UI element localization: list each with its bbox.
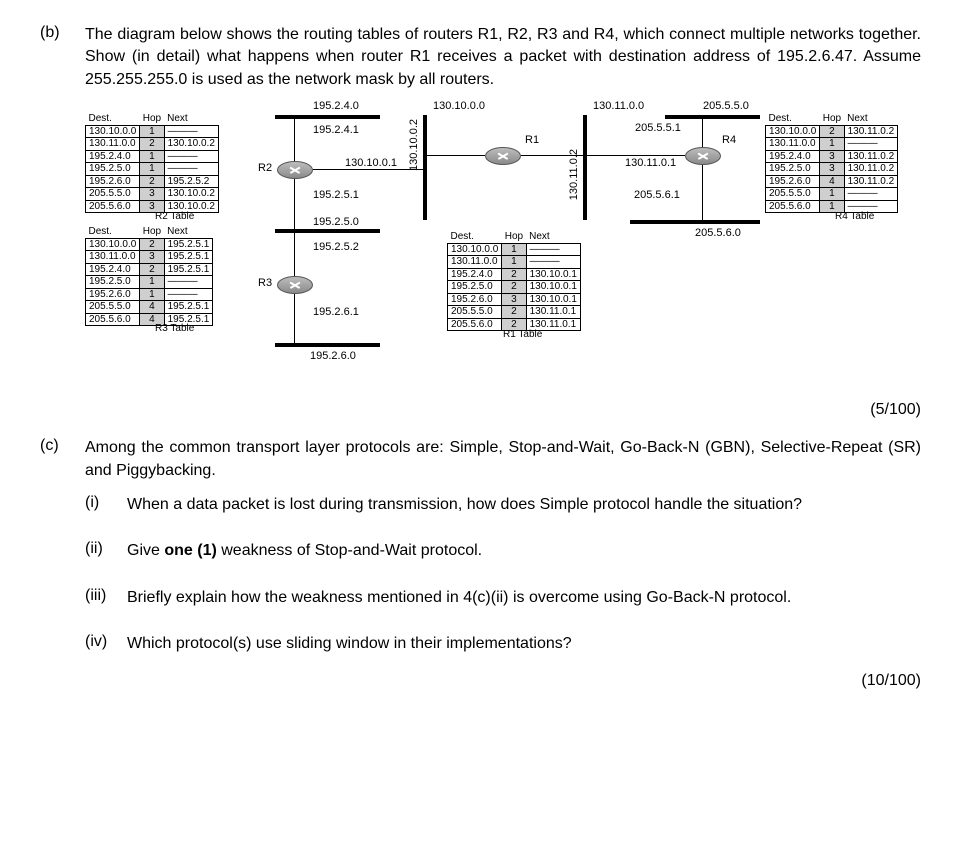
r2-table-caption: R2 Table	[155, 211, 194, 222]
net-label: 205.5.5.0	[703, 100, 749, 112]
sub-label-i: (i)	[85, 494, 127, 522]
iface-label: 130.10.0.1	[345, 157, 397, 169]
question-b-text: The diagram below shows the routing tabl…	[85, 24, 921, 91]
net-label: 195.2.5.0	[313, 216, 359, 228]
routing-table-r1: Dest.HopNext130.10.0.01———130.11.0.01———…	[447, 231, 581, 331]
r1-table-caption: R1 Table	[503, 329, 542, 340]
routing-table-r3: Dest.HopNext130.10.0.02195.2.5.1130.11.0…	[85, 226, 213, 326]
net-label-vert: 130.11.0.2	[568, 149, 580, 200]
router-r2-icon	[277, 161, 313, 179]
part-label-c: (c)	[40, 437, 85, 707]
router-r1-label: R1	[525, 134, 539, 146]
router-r1-icon	[485, 147, 521, 165]
iface-label: 205.5.6.1	[634, 189, 680, 201]
sub-label-iii: (iii)	[85, 587, 127, 615]
question-c-iv: Which protocol(s) use sliding window in …	[127, 633, 921, 655]
part-label-b: (b)	[40, 24, 85, 437]
question-c-ii: Give one (1) weakness of Stop-and-Wait p…	[127, 540, 921, 562]
iface-label: 205.5.5.1	[635, 122, 681, 134]
net-label: 195.2.4.0	[313, 100, 359, 112]
c-ii-pre: Give	[127, 542, 164, 559]
r4-table-caption: R4 Table	[835, 211, 874, 222]
routing-diagram: Dest.HopNext130.10.0.01———130.11.0.02130…	[85, 101, 921, 391]
iface-label: 195.2.4.1	[313, 124, 359, 136]
net-label: 130.10.0.0	[433, 100, 485, 112]
iface-label: 130.11.0.1	[625, 157, 676, 169]
sub-label-ii: (ii)	[85, 540, 127, 568]
routing-table-r2: Dest.HopNext130.10.0.01———130.11.0.02130…	[85, 113, 219, 213]
question-b: (b) The diagram below shows the routing …	[40, 24, 921, 437]
iface-label: 195.2.5.1	[313, 189, 359, 201]
net-label-vert: 130.10.0.2	[408, 119, 420, 171]
routing-table-r4: Dest.HopNext130.10.0.02130.11.0.2130.11.…	[765, 113, 898, 213]
net-label: 130.11.0.0	[593, 100, 644, 112]
net-label: 205.5.6.0	[695, 227, 741, 239]
c-ii-bold: one (1)	[164, 542, 216, 559]
router-r4-label: R4	[722, 134, 736, 146]
question-c-i: When a data packet is lost during transm…	[127, 494, 921, 516]
sub-label-iv: (iv)	[85, 633, 127, 661]
marks-b: (5/100)	[85, 401, 921, 419]
iface-label: 195.2.6.1	[313, 306, 359, 318]
question-c-iii: Briefly explain how the weakness mention…	[127, 587, 921, 609]
router-r2-label: R2	[258, 162, 272, 174]
iface-label: 195.2.5.2	[313, 241, 359, 253]
router-r3-label: R3	[258, 277, 272, 289]
r3-table-caption: R3 Table	[155, 323, 194, 334]
router-r3-icon	[277, 276, 313, 294]
marks-c: (10/100)	[85, 672, 921, 690]
question-c-intro: Among the common transport layer protoco…	[85, 437, 921, 482]
question-c: (c) Among the common transport layer pro…	[40, 437, 921, 707]
router-r4-icon	[685, 147, 721, 165]
c-ii-post: weakness of Stop-and-Wait protocol.	[217, 542, 482, 559]
net-label: 195.2.6.0	[310, 350, 356, 362]
